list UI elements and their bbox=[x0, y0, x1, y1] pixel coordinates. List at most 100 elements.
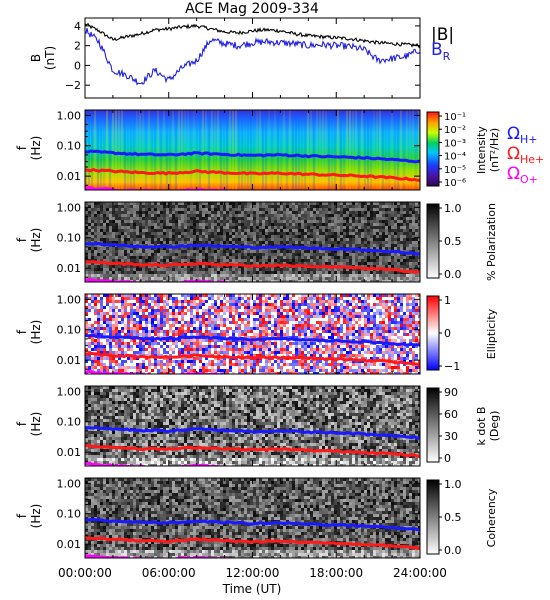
spectrogram-cell bbox=[166, 294, 169, 297]
spectrogram-cell bbox=[256, 226, 259, 229]
spectrogram-cell bbox=[322, 309, 325, 312]
spectrogram-cell bbox=[388, 327, 391, 330]
spectrogram-cell bbox=[406, 280, 409, 282]
spectrogram-cell bbox=[406, 217, 409, 220]
spectrogram-cell bbox=[322, 208, 325, 211]
spectrogram-cell bbox=[340, 205, 343, 208]
spectrogram-cell bbox=[208, 333, 211, 336]
spectrogram-cell bbox=[97, 271, 100, 274]
spectrogram-cell bbox=[178, 232, 181, 235]
spectrogram-cell bbox=[346, 309, 349, 312]
spectrogram-cell bbox=[196, 309, 199, 312]
spectrogram-cell bbox=[343, 223, 346, 226]
spectrogram-cell bbox=[283, 241, 286, 244]
spectrogram-cell bbox=[115, 300, 118, 303]
spectrogram-cell bbox=[160, 238, 163, 241]
spectrogram-cell bbox=[85, 238, 88, 241]
spectrogram-cell bbox=[388, 303, 391, 306]
spectrogram-cell bbox=[394, 226, 397, 229]
spectrogram-cell bbox=[142, 205, 145, 208]
spectrogram-cell bbox=[280, 229, 283, 232]
spectrogram-cell bbox=[85, 330, 88, 333]
spectrogram-cell bbox=[346, 217, 349, 220]
spectrogram-cell bbox=[355, 214, 358, 217]
spectrogram-cell bbox=[364, 265, 367, 268]
spectrogram-cell bbox=[148, 274, 151, 277]
spectrogram-cell bbox=[373, 220, 376, 223]
spectrogram-cell bbox=[283, 232, 286, 235]
spectrogram-cell bbox=[355, 202, 358, 205]
spectrogram-cell bbox=[274, 306, 277, 309]
spectrogram-cell bbox=[334, 268, 337, 271]
spectrogram-cell bbox=[328, 229, 331, 232]
spectrogram-cell bbox=[220, 205, 223, 208]
spectrogram-cell bbox=[295, 277, 298, 280]
spectrogram-cell bbox=[166, 277, 169, 280]
spectrogram-cell bbox=[127, 226, 130, 229]
spectrogram-cell bbox=[244, 214, 247, 217]
spectrogram-cell bbox=[412, 247, 415, 250]
spectrogram-cell bbox=[151, 232, 154, 235]
spectrogram-cell bbox=[121, 256, 124, 259]
spectrogram-cell bbox=[373, 321, 376, 324]
spectrogram-cell bbox=[91, 211, 94, 214]
spectrogram-cell bbox=[313, 271, 316, 274]
spectrogram-cell bbox=[415, 259, 418, 262]
spectrogram-cell bbox=[361, 303, 364, 306]
spectrogram-cell bbox=[418, 241, 420, 244]
spectrogram-cell bbox=[256, 217, 259, 220]
spectrogram-cell bbox=[88, 232, 91, 235]
spectrogram-cell bbox=[244, 268, 247, 271]
spectrogram-cell bbox=[205, 321, 208, 324]
spectrogram-cell bbox=[382, 241, 385, 244]
intensity-texture bbox=[175, 110, 177, 190]
spectrogram-cell bbox=[196, 333, 199, 336]
spectrogram-cell bbox=[397, 220, 400, 223]
spectrogram-cell bbox=[91, 309, 94, 312]
spectrogram-cell bbox=[208, 253, 211, 256]
spectrogram-cell bbox=[106, 318, 109, 321]
spectrogram-cell bbox=[418, 312, 420, 315]
spectrogram-cell bbox=[184, 321, 187, 324]
spectrogram-cell bbox=[199, 256, 202, 259]
spectrogram-cell bbox=[139, 226, 142, 229]
spectrogram-cell bbox=[301, 297, 304, 300]
spectrogram-cell bbox=[280, 211, 283, 214]
spectrogram-cell bbox=[103, 250, 106, 253]
spectrogram-cell bbox=[91, 253, 94, 256]
spectrogram-cell bbox=[175, 250, 178, 253]
spectrogram-cell bbox=[124, 223, 127, 226]
spectrogram-cell bbox=[310, 226, 313, 229]
spectrogram-cell bbox=[418, 259, 420, 262]
spectrogram-cell bbox=[223, 226, 226, 229]
spectrogram-cell bbox=[193, 324, 196, 327]
intensity-texture bbox=[229, 110, 231, 190]
spectrogram-cell bbox=[190, 300, 193, 303]
spectrogram-cell bbox=[88, 247, 91, 250]
spectrogram-cell bbox=[331, 253, 334, 256]
spectrogram-cell bbox=[265, 202, 268, 205]
spectrogram-cell bbox=[97, 223, 100, 226]
spectrogram-cell bbox=[217, 247, 220, 250]
spectrogram-cell bbox=[298, 324, 301, 327]
spectrogram-cell bbox=[163, 253, 166, 256]
spectrogram-cell bbox=[376, 333, 379, 336]
spectrogram-cell bbox=[154, 256, 157, 259]
spectrogram-cell bbox=[154, 214, 157, 217]
spectrogram-cell bbox=[388, 333, 391, 336]
spectrogram-cell bbox=[127, 312, 130, 315]
spectrogram-cell bbox=[328, 217, 331, 220]
spectrogram-cell bbox=[160, 277, 163, 280]
spectrogram-cell bbox=[310, 324, 313, 327]
spectrogram-cell bbox=[211, 306, 214, 309]
spectrogram-cell bbox=[271, 250, 274, 253]
spectrogram-cell bbox=[295, 223, 298, 226]
spectrogram-cell bbox=[292, 256, 295, 259]
spectrogram-cell bbox=[109, 330, 112, 333]
spectrogram-cell bbox=[244, 235, 247, 238]
spectrogram-cell bbox=[409, 324, 412, 327]
spectrogram-cell bbox=[382, 318, 385, 321]
spectrogram-cell bbox=[394, 274, 397, 277]
spectrogram-cell bbox=[169, 235, 172, 238]
spectrogram-cell bbox=[100, 253, 103, 256]
